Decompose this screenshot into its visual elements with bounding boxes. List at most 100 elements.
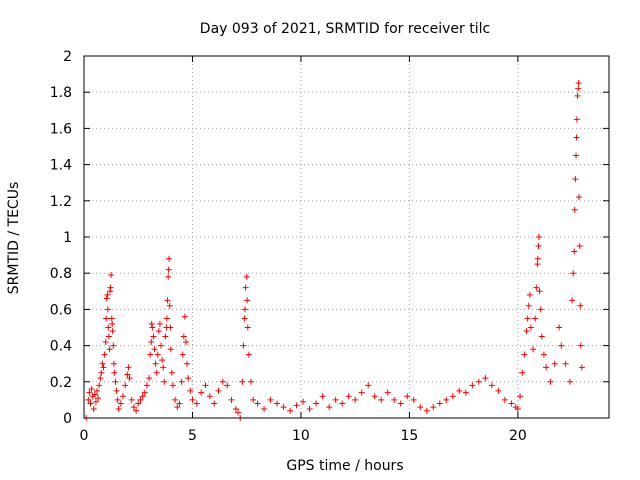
data-point xyxy=(88,386,95,393)
data-point xyxy=(456,387,463,394)
data-point xyxy=(187,387,194,394)
data-point xyxy=(104,306,111,313)
y-tick-label: 0 xyxy=(63,411,72,427)
data-point xyxy=(280,404,287,411)
data-point xyxy=(443,396,450,403)
data-point xyxy=(99,360,106,367)
data-point xyxy=(488,382,495,389)
x-tick-label: 10 xyxy=(292,428,310,444)
data-point xyxy=(111,369,118,376)
data-point xyxy=(149,324,156,331)
data-point xyxy=(519,369,526,376)
data-point xyxy=(115,405,122,412)
data-point xyxy=(352,396,359,403)
data-point xyxy=(242,284,249,291)
data-point xyxy=(326,404,333,411)
data-point xyxy=(537,306,544,313)
y-axis: 0 0.2 0.4 0.6 0.8 1 1.2 1.4 1.6 1.8 2 xyxy=(50,49,609,427)
data-point xyxy=(523,328,530,335)
data-point xyxy=(345,393,352,400)
data-point xyxy=(378,396,385,403)
y-tick-label: 1 xyxy=(63,230,72,246)
data-point xyxy=(164,297,171,304)
data-point xyxy=(293,402,300,409)
data-point xyxy=(215,387,222,394)
data-point xyxy=(165,266,172,273)
data-point xyxy=(577,302,584,309)
data-point xyxy=(569,297,576,304)
data-point xyxy=(575,85,582,92)
data-point xyxy=(551,360,558,367)
data-point xyxy=(86,389,93,396)
data-point xyxy=(152,360,159,367)
data-point xyxy=(533,284,540,291)
data-point xyxy=(530,346,537,353)
data-point xyxy=(126,375,133,382)
data-point xyxy=(113,387,120,394)
data-point xyxy=(97,375,104,382)
data-point xyxy=(161,378,168,385)
data-point xyxy=(90,405,97,412)
data-point xyxy=(109,328,116,335)
data-point xyxy=(430,404,437,411)
data-point xyxy=(332,396,339,403)
x-axis-label: GPS time / hours xyxy=(286,458,403,474)
data-point xyxy=(482,375,489,382)
data-point xyxy=(573,152,580,159)
data-point xyxy=(241,315,248,322)
x-tick-label: 15 xyxy=(400,428,418,444)
data-point xyxy=(358,389,365,396)
data-point xyxy=(578,364,585,371)
data-point xyxy=(534,261,541,268)
data-point xyxy=(105,324,112,331)
data-point xyxy=(92,398,99,405)
y-tick-label: 0.8 xyxy=(50,266,72,282)
data-point xyxy=(133,407,140,414)
data-point xyxy=(248,378,255,385)
data-point xyxy=(151,346,158,353)
data-point xyxy=(166,302,173,309)
data-point xyxy=(179,351,186,358)
data-point xyxy=(150,333,157,340)
data-point xyxy=(410,396,417,403)
data-point xyxy=(124,371,131,378)
data-point xyxy=(185,375,192,382)
y-tick-label: 0.2 xyxy=(50,375,72,391)
data-point xyxy=(517,393,524,400)
data-point xyxy=(535,234,542,240)
data-point xyxy=(391,396,398,403)
data-point xyxy=(577,342,584,349)
y-axis-label: SRMTID / TECUs xyxy=(6,182,22,295)
data-point xyxy=(211,400,218,407)
data-point xyxy=(306,405,313,412)
data-point xyxy=(105,333,112,340)
data-point xyxy=(108,315,115,322)
data-point xyxy=(174,404,181,411)
data-point xyxy=(261,405,268,412)
data-point xyxy=(571,206,578,213)
data-point xyxy=(245,351,252,358)
data-point xyxy=(495,387,502,394)
chart-title: Day 093 of 2021, SRMTID for receiver til… xyxy=(200,21,490,37)
data-point xyxy=(228,396,235,403)
y-tick-label: 1.4 xyxy=(50,158,72,174)
data-point xyxy=(163,315,170,322)
data-point xyxy=(96,382,103,389)
data-point xyxy=(475,378,482,385)
data-point xyxy=(130,404,137,411)
data-point xyxy=(101,351,108,358)
y-tick-label: 0.6 xyxy=(50,302,72,318)
x-tick-label: 5 xyxy=(188,428,197,444)
data-point xyxy=(469,382,476,389)
data-point xyxy=(172,396,179,403)
data-point xyxy=(107,284,114,291)
data-point xyxy=(158,342,165,349)
data-point xyxy=(117,400,124,407)
data-point xyxy=(169,382,176,389)
data-point xyxy=(148,338,155,345)
data-point xyxy=(575,80,582,87)
data-point xyxy=(202,382,209,389)
data-point xyxy=(224,382,231,389)
data-point xyxy=(104,291,111,298)
